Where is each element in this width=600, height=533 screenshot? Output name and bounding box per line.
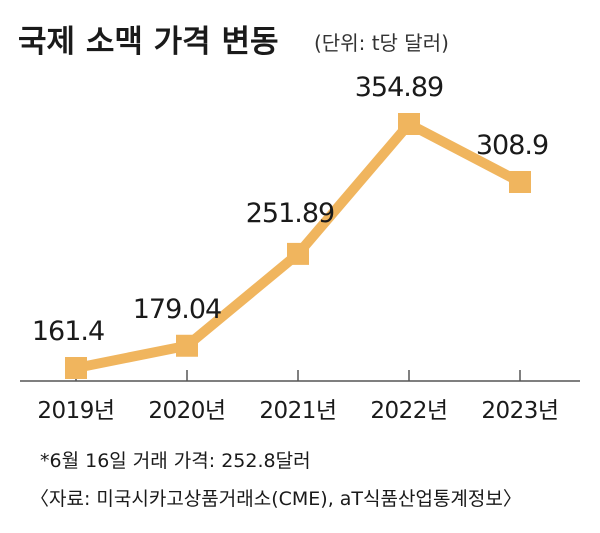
x-tick-label: 2019년 (37, 398, 114, 424)
x-tick-label: 2023년 (481, 398, 558, 424)
data-point-marker (65, 357, 87, 379)
data-label: 161.4 (32, 316, 104, 347)
plot-area: 161.4 179.04 251.89 354.89 308.9 2019년 2020년 2… (20, 72, 580, 424)
data-label: 251.89 (246, 198, 334, 229)
unit-label: (단위: t당 달러) (314, 31, 449, 55)
data-label: 308.9 (476, 130, 548, 161)
data-label: 354.89 (355, 72, 443, 103)
data-point-marker (176, 334, 198, 357)
data-point-marker (398, 113, 420, 135)
x-tick-label: 2022년 (370, 398, 447, 424)
data-label: 179.04 (133, 294, 221, 325)
x-tick-label: 2021년 (259, 398, 336, 424)
source-note: 〈자료: 미국시카고상품거래소(CME), aT식품산업통계정보〉 (30, 488, 522, 510)
data-point-marker (509, 170, 531, 193)
footnote: *6월 16일 거래 가격: 252.8달러 (40, 450, 311, 472)
x-tick-label: 2020년 (148, 398, 225, 424)
data-point-marker (287, 242, 309, 265)
chart-title: 국제 소맥 가격 변동 (18, 24, 279, 60)
